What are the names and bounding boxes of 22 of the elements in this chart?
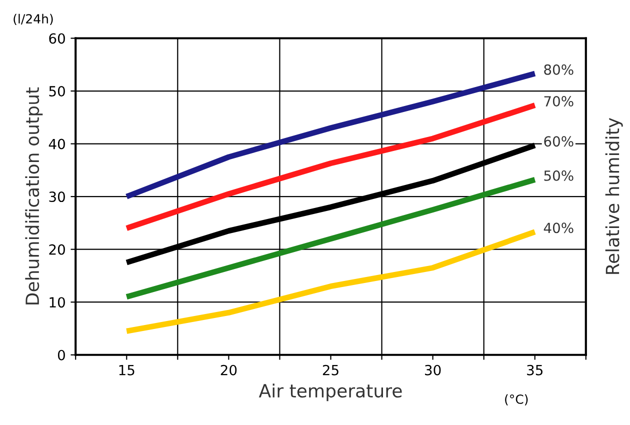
series-label: 60% (544, 136, 574, 147)
series-label: 50% (544, 170, 574, 181)
y-tick-label: 40 (48, 138, 65, 150)
y2-axis-title: Relative humidity (605, 118, 623, 274)
y-tick-label: 60 (49, 33, 65, 44)
x-tick-label: 15 (119, 365, 134, 376)
y-axis-title: Dehumidification output (25, 87, 43, 304)
series-label: 80% (544, 64, 574, 75)
x-tick-label: 20 (220, 364, 237, 376)
y-tick-label: 50 (49, 86, 65, 96)
x-axis-title: Air temperature (258, 384, 402, 402)
y-tick-label: 10 (50, 297, 65, 308)
y-tick-label: 20 (49, 244, 65, 255)
text: (°C) (505, 394, 528, 406)
series-label: 70% (544, 96, 574, 107)
x-tick-label: 25 (322, 364, 338, 376)
y-tick-label: 30 (49, 192, 65, 202)
series-label: 40% (544, 222, 574, 234)
y-tick-label: 0 (58, 350, 65, 360)
text: (l/24h) (14, 14, 53, 26)
x-tick-label: 30 (425, 364, 441, 376)
x-tick-label: 35 (527, 364, 542, 376)
